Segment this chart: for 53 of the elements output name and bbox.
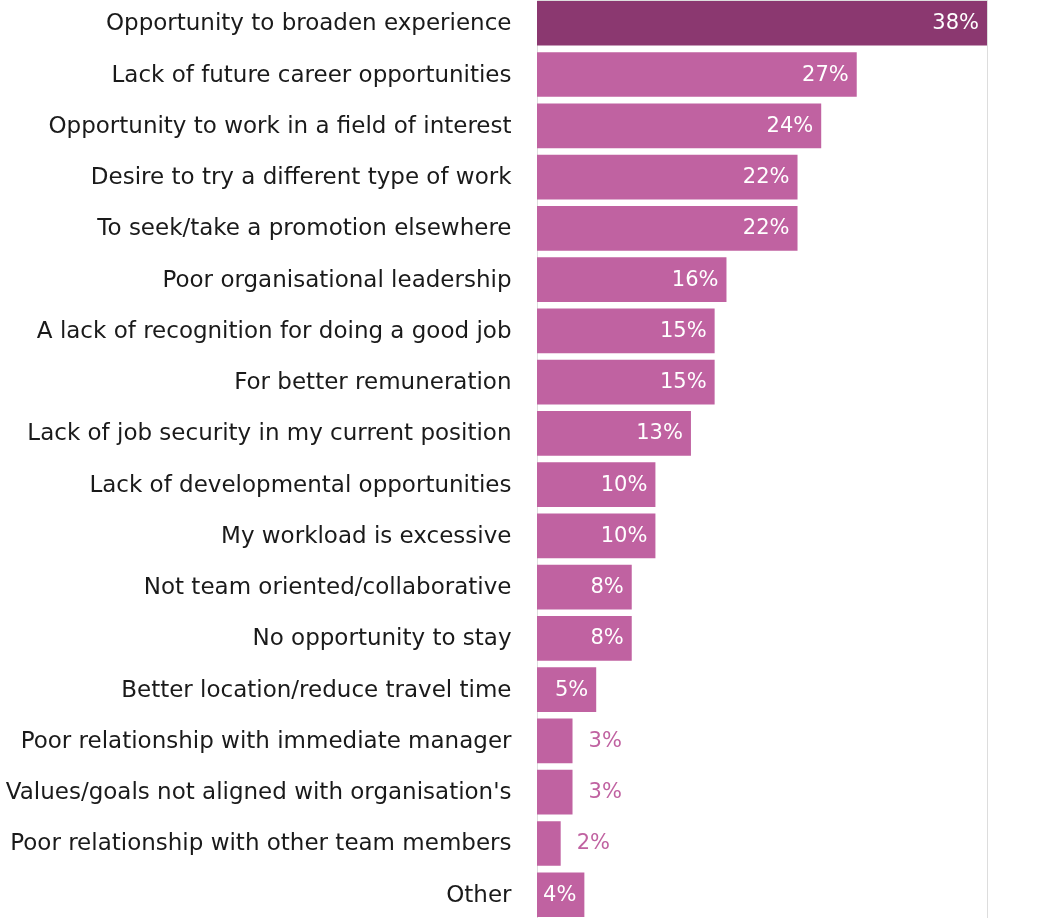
data-label: 8% [590,625,624,650]
bar [537,667,597,712]
data-label: 16% [671,266,719,291]
bar [537,616,632,661]
data-label: 15% [659,369,707,394]
bar [537,1,987,46]
y-tick-label: No opportunity to stay [252,624,512,651]
bar [537,462,656,507]
y-tick-label: Opportunity to work in a field of interest [48,111,512,138]
bar [537,206,798,251]
data-label: 22% [742,164,790,189]
y-tick-label: Poor relationship with immediate manager [20,726,513,753]
data-label: 15% [659,317,707,342]
data-label: 8% [590,574,624,599]
data-label: 2% [576,830,611,855]
bar [537,359,715,405]
bar [537,103,822,149]
bar [537,718,573,764]
data-label: 38% [932,10,979,35]
data-label: 5% [554,676,589,701]
bar [537,411,691,456]
y-tick-label: A lack of recognition for doing a good job [36,316,512,343]
data-label: 10% [600,471,648,496]
y-tick-label: To seek/take a promotion elsewhere [96,214,512,241]
y-tick-label: Desire to try a different type of work [90,163,513,190]
y-tick-label: Lack of job security in my current position [27,419,512,446]
data-label: 4% [543,881,577,906]
bar [537,769,573,815]
bar [537,52,857,97]
y-tick-label: My workload is excessive [221,521,512,548]
bar [537,257,727,302]
data-label: 24% [766,112,814,137]
bar [537,821,561,866]
y-tick-label: Poor relationship with other team members [10,829,512,856]
y-tick-label: Poor organisational leadership [162,265,512,292]
data-label: 22% [742,215,790,240]
y-tick-label: Better location/reduce travel time [121,675,512,702]
y-tick-label: Opportunity to broaden experience [105,9,512,36]
y-tick-label: Values/goals not aligned with organisation's [5,778,512,805]
y-tick-label: For better remuneration [234,368,512,395]
data-label: 3% [588,727,622,752]
y-tick-label: Lack of developmental opportunities [89,470,512,497]
y-tick-label: Not team oriented/collaborative [143,573,512,600]
data-label: 13% [636,420,683,445]
bar [537,513,656,559]
data-label: 10% [600,522,648,547]
data-label: 3% [588,779,622,804]
bar [537,154,798,200]
y-tick-label: Lack of future career opportunities [111,60,512,87]
data-label: 27% [802,61,849,86]
bar [537,308,715,354]
y-tick-label: Other [446,880,513,907]
bar [537,564,632,610]
